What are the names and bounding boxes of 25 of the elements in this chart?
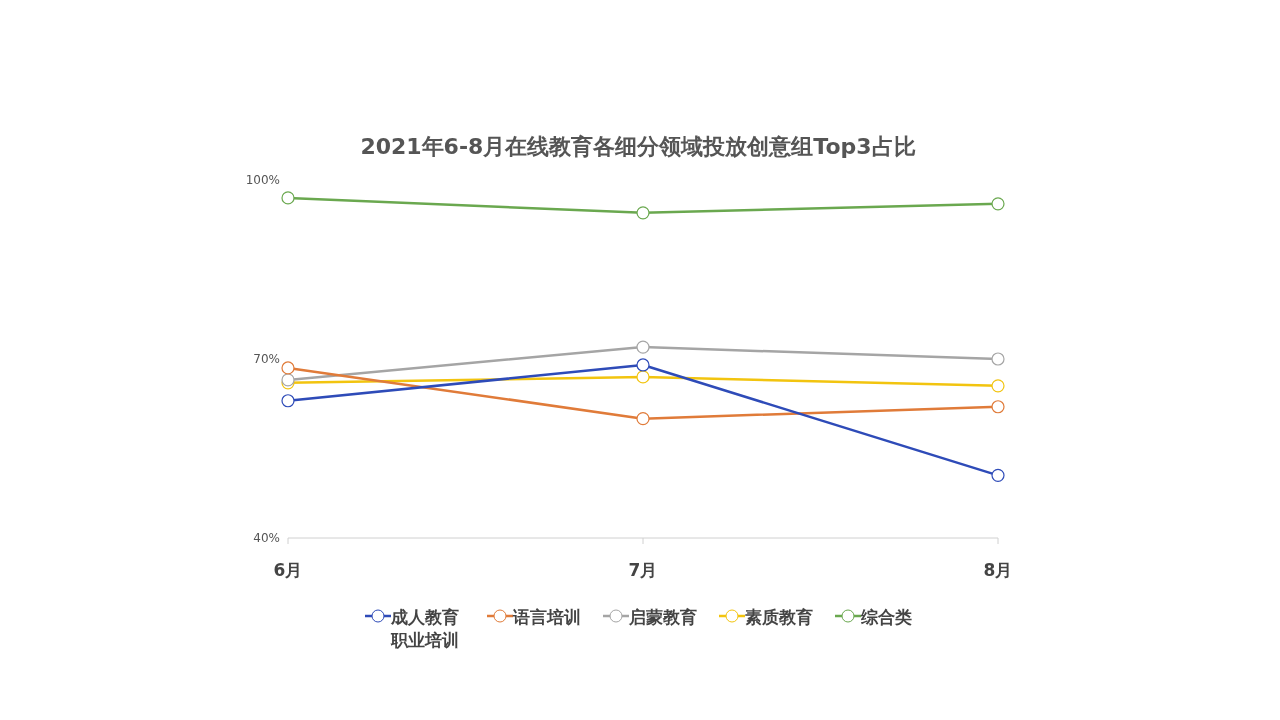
point <box>281 191 295 205</box>
point <box>636 340 650 354</box>
y-tick-label: 40% <box>253 531 280 546</box>
point <box>636 370 650 384</box>
point <box>281 361 295 375</box>
x-tick-label: 7月 <box>628 560 658 581</box>
x-tick-label: 6月 <box>273 560 303 581</box>
legend-label: 综合类 <box>860 606 912 629</box>
legend-label: 启蒙教育 <box>628 606 697 629</box>
legend-label: 语言培训 <box>512 606 581 629</box>
point <box>991 352 1005 366</box>
legend-label: 成人教育职业培训 <box>390 606 460 652</box>
point <box>636 358 650 372</box>
point <box>281 394 295 408</box>
point <box>636 206 650 220</box>
point <box>991 468 1005 482</box>
legend-label: 素质教育 <box>744 606 813 629</box>
chart-title: 2021年6-8月在线教育各细分领域投放创意组Top3占比 <box>359 133 917 161</box>
point <box>991 379 1005 393</box>
x-tick-label: 8月 <box>983 560 1013 581</box>
point <box>636 412 650 426</box>
point <box>991 400 1005 414</box>
y-tick-label: 70% <box>253 352 280 367</box>
y-tick-label: 100% <box>245 173 280 188</box>
point <box>991 197 1005 211</box>
